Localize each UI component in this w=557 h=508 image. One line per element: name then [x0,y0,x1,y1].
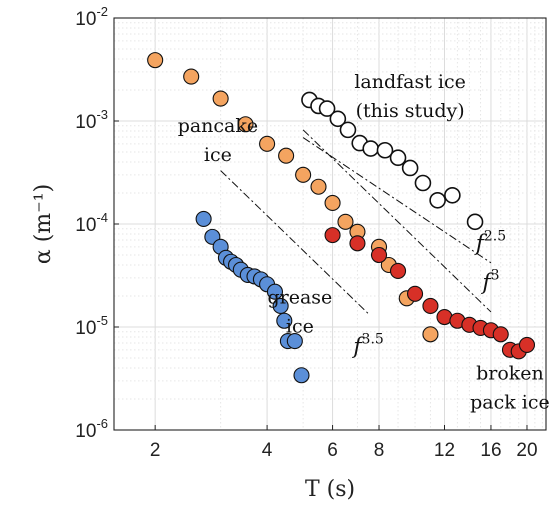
reference-line [302,137,492,264]
data-point [195,210,212,227]
power-law-label: f3 [480,268,499,296]
data-point [293,367,310,384]
data-point [329,110,347,128]
reference-line [302,129,492,313]
data-point [286,333,303,350]
annotation-text: ice [204,144,232,166]
reference-line [220,170,369,315]
annotation-text: (this study) [356,100,465,122]
annotation-text: broken [476,362,544,384]
data-point [389,262,407,280]
data-point [237,116,254,133]
data-point [349,235,366,252]
data-point [422,297,439,315]
data-point [310,178,327,195]
data-points [147,52,536,384]
data-point [147,52,164,69]
annotation-text: ice [286,315,314,337]
data-point [518,336,536,353]
data-point [278,147,295,164]
data-point [183,68,200,85]
data-point [324,194,341,212]
x-axis-label: T (s) [305,477,355,502]
y-tick-label: 10-4 [75,210,108,236]
data-point [370,246,388,264]
data-point [414,174,432,192]
data-point [492,326,509,343]
data-point [362,140,380,157]
annotation-text: pancake [178,115,258,137]
data-point [318,100,336,117]
y-tick-label: 10-5 [75,313,108,339]
data-point [295,166,312,183]
annotation-text: grease [267,286,332,308]
x-tick-label: 20 [516,440,537,461]
data-point [444,186,461,204]
x-tick-label: 12 [434,440,455,461]
data-point [466,213,484,231]
x-axis-ticks: 2 4 6 8 12 16 20 [150,425,538,461]
x-tick-label: 2 [150,440,161,461]
data-point [337,213,354,230]
power-law-label: f2.5 [474,229,506,257]
y-tick-label: 10-2 [75,4,108,30]
data-point [389,149,407,167]
data-point [259,135,276,152]
x-tick-label: 6 [327,440,338,461]
y-tick-label: 10-6 [75,416,108,442]
data-point [429,191,446,209]
reference-lines [220,129,492,315]
data-point [276,312,293,329]
data-point [407,285,424,302]
annotation-text: landfast ice [354,71,466,93]
x-tick-label: 8 [374,440,385,461]
data-point [266,283,284,300]
data-point [422,326,439,343]
y-axis-label: α (m⁻¹) [31,184,56,264]
annotation-text: pack ice [470,391,550,413]
y-axis-ticks: 10-6 10-5 10-4 10-3 10-2 [75,4,119,442]
data-point [212,90,229,107]
x-tick-label: 16 [480,440,501,461]
data-point [401,159,419,177]
data-point [376,141,394,159]
data-point [339,121,357,139]
x-tick-label: 4 [262,440,273,461]
data-point [324,227,341,244]
y-tick-label: 10-3 [75,107,108,133]
annotations: landfast ice (this study) pancake ice grease… [178,71,550,414]
data-point [272,297,289,315]
